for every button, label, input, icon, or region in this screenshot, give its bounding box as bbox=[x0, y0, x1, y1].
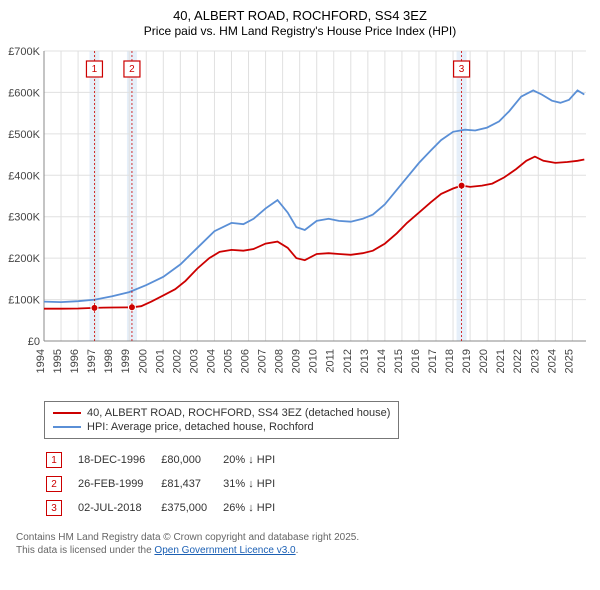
x-tick-label: 2016 bbox=[410, 349, 422, 373]
legend-row: HPI: Average price, detached house, Roch… bbox=[53, 420, 390, 434]
y-tick-label: £700K bbox=[8, 46, 40, 58]
x-tick-label: 2013 bbox=[359, 349, 371, 373]
x-tick-label: 2004 bbox=[205, 349, 217, 373]
legend-label: 40, ALBERT ROAD, ROCHFORD, SS4 3EZ (deta… bbox=[87, 407, 390, 419]
chart-title-block: 40, ALBERT ROAD, ROCHFORD, SS4 3EZ Price… bbox=[8, 8, 592, 39]
x-tick-label: 2011 bbox=[325, 349, 337, 373]
chart-svg: £0 £100K £200K £300K £400K £500K £600K £700K 199… bbox=[8, 45, 592, 395]
x-tick-label: 2002 bbox=[171, 349, 183, 373]
legend: 40, ALBERT ROAD, ROCHFORD, SS4 3EZ (deta… bbox=[44, 401, 399, 439]
x-tick-label: 1996 bbox=[69, 349, 81, 373]
footer-line-1: Contains HM Land Registry data © Crown c… bbox=[16, 531, 592, 544]
footer: Contains HM Land Registry data © Crown c… bbox=[16, 531, 592, 557]
x-tick-label: 2009 bbox=[291, 349, 303, 373]
x-tick-label: 2020 bbox=[478, 349, 490, 373]
x-tick-label: 2010 bbox=[308, 349, 320, 373]
chart: £0 £100K £200K £300K £400K £500K £600K £700K 199… bbox=[8, 45, 592, 395]
y-tick-label: £500K bbox=[8, 129, 40, 141]
x-tick-label: 2001 bbox=[154, 349, 166, 373]
chart-subtitle: Price paid vs. HM Land Registry's House … bbox=[8, 24, 592, 39]
table-row: 3 02-JUL-2018£375,00026% ↓ HPI bbox=[46, 497, 289, 519]
x-tick-label: 2018 bbox=[444, 349, 456, 373]
event-price: £80,000 bbox=[161, 449, 221, 471]
x-tick-label: 2025 bbox=[563, 349, 575, 373]
x-tick-label: 2000 bbox=[137, 349, 149, 373]
y-tick-label: £300K bbox=[8, 212, 40, 224]
x-tick-label: 2003 bbox=[188, 349, 200, 373]
event-vs-hpi: 31% ↓ HPI bbox=[223, 473, 289, 495]
x-tick-label: 2017 bbox=[427, 349, 439, 373]
y-tick-label: £600K bbox=[8, 88, 40, 100]
chart-title: 40, ALBERT ROAD, ROCHFORD, SS4 3EZ bbox=[8, 8, 592, 24]
event-price: £81,437 bbox=[161, 473, 221, 495]
x-tick-label: 2024 bbox=[546, 349, 558, 373]
y-tick-label: £100K bbox=[8, 295, 40, 307]
x-tick-label: 2012 bbox=[342, 349, 354, 373]
x-tick-label: 2008 bbox=[274, 349, 286, 373]
table-row: 1 18-DEC-1996£80,00020% ↓ HPI bbox=[46, 449, 289, 471]
x-tick-label: 2007 bbox=[257, 349, 269, 373]
x-tick-label: 2021 bbox=[495, 349, 507, 373]
event-date: 26-FEB-1999 bbox=[78, 473, 159, 495]
legend-label: HPI: Average price, detached house, Roch… bbox=[87, 421, 314, 433]
table-row: 2 26-FEB-1999£81,43731% ↓ HPI bbox=[46, 473, 289, 495]
x-tick-label: 2015 bbox=[393, 349, 405, 373]
x-tick-label: 1994 bbox=[35, 349, 47, 373]
event-flag-number: 3 bbox=[459, 64, 465, 75]
event-flag-number: 2 bbox=[129, 64, 135, 75]
events-table: 1 18-DEC-1996£80,00020% ↓ HPI 2 26-FEB-1999… bbox=[44, 447, 291, 521]
event-index-box: 2 bbox=[46, 476, 62, 492]
y-tick-label: £0 bbox=[28, 336, 40, 348]
x-tick-label: 2022 bbox=[512, 349, 524, 373]
legend-swatch bbox=[53, 412, 81, 414]
event-vs-hpi: 26% ↓ HPI bbox=[223, 497, 289, 519]
x-tick-label: 2014 bbox=[376, 349, 388, 373]
event-index-box: 3 bbox=[46, 500, 62, 516]
footer-licence-link[interactable]: Open Government Licence v3.0 bbox=[154, 545, 295, 556]
event-flag-number: 1 bbox=[92, 64, 98, 75]
x-tick-label: 1995 bbox=[52, 349, 64, 373]
x-tick-label: 2019 bbox=[461, 349, 473, 373]
x-tick-label: 2005 bbox=[222, 349, 234, 373]
event-price: £375,000 bbox=[161, 497, 221, 519]
event-date: 18-DEC-1996 bbox=[78, 449, 159, 471]
event-date: 02-JUL-2018 bbox=[78, 497, 159, 519]
event-vs-hpi: 20% ↓ HPI bbox=[223, 449, 289, 471]
y-tick-label: £400K bbox=[8, 171, 40, 183]
y-tick-label: £200K bbox=[8, 253, 40, 265]
footer-line-2: This data is licensed under the Open Gov… bbox=[16, 544, 592, 557]
event-index-box: 1 bbox=[46, 452, 62, 468]
x-tick-label: 2023 bbox=[529, 349, 541, 373]
x-tick-label: 1999 bbox=[120, 349, 132, 373]
x-tick-label: 1997 bbox=[86, 349, 98, 373]
x-tick-label: 2006 bbox=[240, 349, 252, 373]
x-tick-label: 1998 bbox=[103, 349, 115, 373]
legend-row: 40, ALBERT ROAD, ROCHFORD, SS4 3EZ (deta… bbox=[53, 406, 390, 420]
legend-swatch bbox=[53, 426, 81, 428]
